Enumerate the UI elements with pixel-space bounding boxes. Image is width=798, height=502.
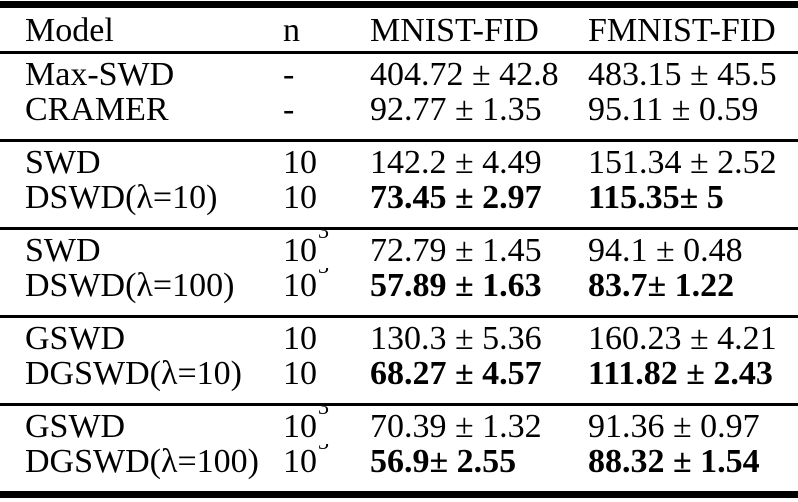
table-group-swd-n10: SWD 10 142.2 ± 4.49 151.34 ± 2.52 DSWD(λ… bbox=[0, 140, 798, 229]
model-cell: SWD bbox=[25, 144, 101, 180]
n-value: - bbox=[283, 56, 295, 92]
table-row: SWD 103 72.79 ± 1.45 94.1 ± 0.48 bbox=[0, 229, 798, 269]
n-cell: - bbox=[283, 92, 370, 141]
table-row: GSWD 10 130.3 ± 5.36 160.23 ± 4.21 bbox=[0, 317, 798, 356]
n-cell: 103 bbox=[283, 405, 370, 445]
model-cell: GSWD bbox=[25, 408, 126, 444]
n-value: 10 bbox=[283, 408, 317, 444]
column-header-n: n bbox=[283, 4, 370, 54]
n-value: 10 bbox=[283, 144, 317, 180]
table-row: DGSWD(λ=10) 10 68.27 ± 4.57 111.82 ± 2.4… bbox=[0, 356, 798, 405]
column-header-model: Model bbox=[0, 4, 283, 54]
n-superscript: 3 bbox=[318, 404, 329, 419]
mnist-fid-cell: 130.3 ± 5.36 bbox=[370, 320, 542, 356]
mnist-fid-cell: 72.79 ± 1.45 bbox=[370, 232, 542, 268]
mnist-fid-cell: 404.72 ± 42.8 bbox=[370, 56, 559, 92]
fmnist-fid-cell: 83.7± 1.22 bbox=[588, 268, 735, 304]
model-cell: Max-SWD bbox=[25, 56, 175, 92]
fmnist-fid-cell: 111.82 ± 2.43 bbox=[588, 356, 773, 392]
n-cell: 103 bbox=[283, 444, 370, 495]
table-group-gswd-n10: GSWD 10 130.3 ± 5.36 160.23 ± 4.21 DGSWD… bbox=[0, 316, 798, 405]
table-header: Model n MNIST-FID FMNIST-FID bbox=[0, 4, 798, 54]
n-cell: 103 bbox=[283, 268, 370, 317]
mnist-fid-cell: 70.39 ± 1.32 bbox=[370, 408, 542, 444]
n-cell: 103 bbox=[283, 229, 370, 269]
mnist-fid-cell: 56.9± 2.55 bbox=[370, 444, 517, 480]
table-row: CRAMER - 92.77 ± 1.35 95.11 ± 0.59 bbox=[0, 92, 798, 141]
model-cell: DGSWD(λ=10) bbox=[25, 356, 242, 392]
n-value: - bbox=[283, 92, 295, 128]
fmnist-fid-cell: 88.32 ± 1.54 bbox=[588, 444, 760, 480]
column-header-fmnist-fid: FMNIST-FID bbox=[588, 4, 798, 54]
table-group-gswd-n1000: GSWD 103 70.39 ± 1.32 91.36 ± 0.97 DGSWD… bbox=[0, 404, 798, 495]
fmnist-fid-cell: 483.15 ± 45.5 bbox=[588, 56, 777, 92]
n-cell: 10 bbox=[283, 317, 370, 356]
fmnist-fid-cell: 95.11 ± 0.59 bbox=[588, 92, 759, 128]
n-value: 10 bbox=[283, 356, 317, 392]
table-row: SWD 10 142.2 ± 4.49 151.34 ± 2.52 bbox=[0, 141, 798, 180]
mnist-fid-cell: 73.45 ± 2.97 bbox=[370, 180, 542, 216]
mnist-fid-cell: 142.2 ± 4.49 bbox=[370, 144, 542, 180]
table-row: Max-SWD - 404.72 ± 42.8 483.15 ± 45.5 bbox=[0, 53, 798, 92]
n-value: 10 bbox=[283, 320, 317, 356]
table-group-swd-n1000: SWD 103 72.79 ± 1.45 94.1 ± 0.48 DSWD(λ=… bbox=[0, 228, 798, 317]
fmnist-fid-cell: 115.35± 5 bbox=[588, 180, 724, 216]
table-group-baselines: Max-SWD - 404.72 ± 42.8 483.15 ± 45.5 CR… bbox=[0, 52, 798, 141]
n-cell: 10 bbox=[283, 141, 370, 180]
mnist-fid-cell: 68.27 ± 4.57 bbox=[370, 356, 542, 392]
fmnist-fid-cell: 151.34 ± 2.52 bbox=[588, 144, 777, 180]
mnist-fid-cell: 57.89 ± 1.63 bbox=[370, 268, 542, 304]
mnist-fid-cell: 92.77 ± 1.35 bbox=[370, 92, 542, 128]
n-cell: 10 bbox=[283, 356, 370, 405]
model-cell: GSWD bbox=[25, 320, 126, 356]
column-header-mnist-fid: MNIST-FID bbox=[370, 4, 588, 54]
table-row: DGSWD(λ=100) 103 56.9± 2.55 88.32 ± 1.54 bbox=[0, 444, 798, 495]
model-cell: SWD bbox=[25, 232, 101, 268]
model-cell: CRAMER bbox=[25, 92, 169, 128]
n-superscript: 3 bbox=[318, 228, 329, 243]
header-row: Model n MNIST-FID FMNIST-FID bbox=[0, 4, 798, 54]
n-cell: 10 bbox=[283, 180, 370, 229]
n-superscript: 3 bbox=[318, 444, 329, 454]
table-row: GSWD 103 70.39 ± 1.32 91.36 ± 0.97 bbox=[0, 405, 798, 445]
fmnist-fid-cell: 160.23 ± 4.21 bbox=[588, 320, 777, 356]
fmnist-fid-cell: 94.1 ± 0.48 bbox=[588, 232, 743, 268]
fmnist-fid-cell: 91.36 ± 0.97 bbox=[588, 408, 760, 444]
model-cell: DSWD(λ=10) bbox=[25, 180, 218, 216]
table-row: DSWD(λ=10) 10 73.45 ± 2.97 115.35± 5 bbox=[0, 180, 798, 229]
model-cell: DSWD(λ=100) bbox=[25, 268, 235, 304]
n-value: 10 bbox=[283, 180, 317, 216]
model-cell: DGSWD(λ=100) bbox=[25, 444, 259, 480]
n-value: 10 bbox=[283, 232, 317, 268]
n-superscript: 3 bbox=[318, 268, 329, 278]
n-value: 10 bbox=[283, 444, 317, 480]
n-cell: - bbox=[283, 53, 370, 92]
table-row: DSWD(λ=100) 103 57.89 ± 1.63 83.7± 1.22 bbox=[0, 268, 798, 317]
n-value: 10 bbox=[283, 268, 317, 304]
